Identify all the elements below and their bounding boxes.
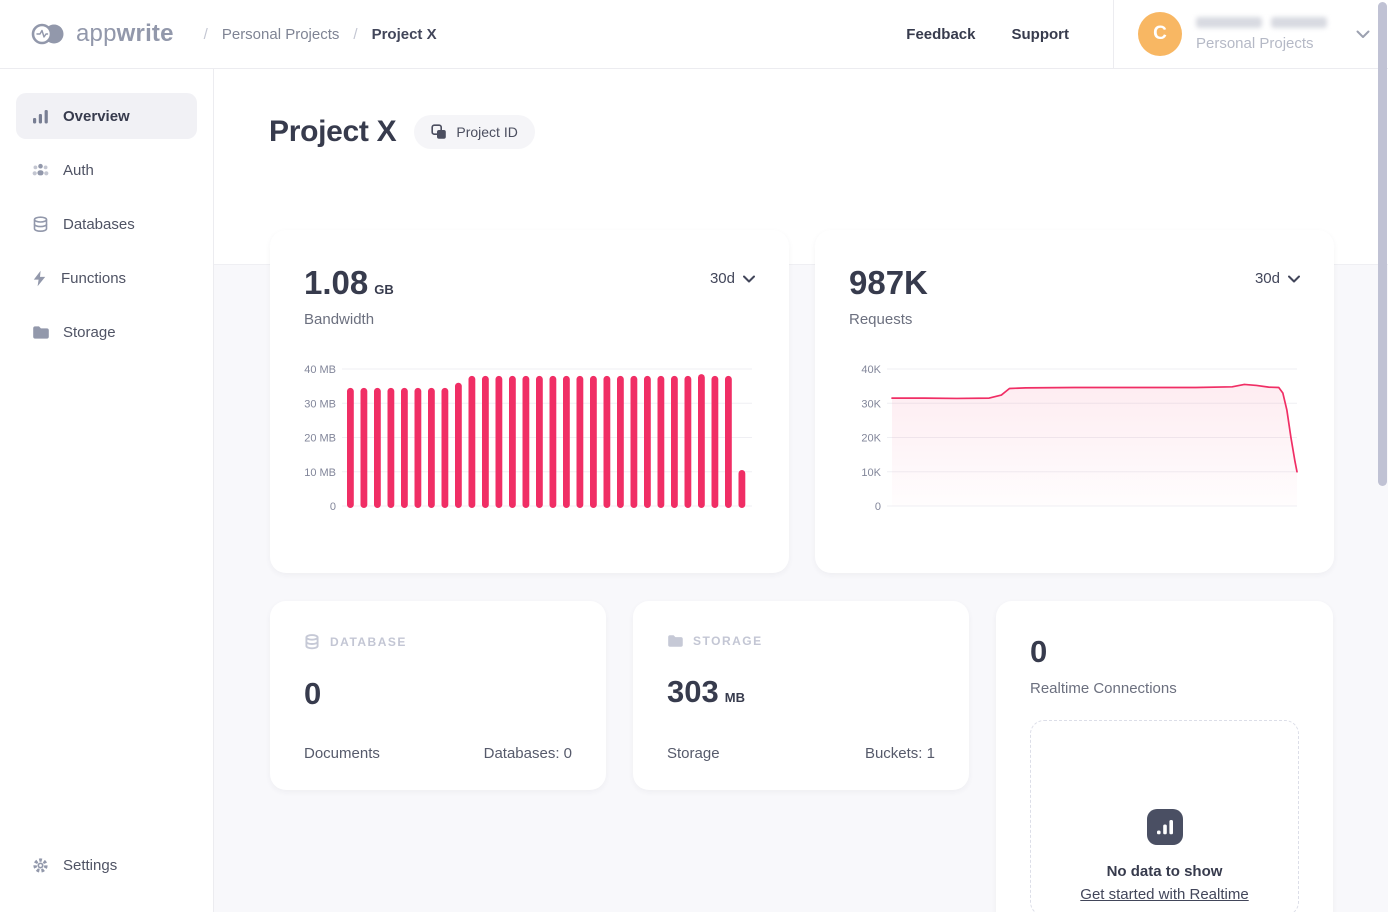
breadcrumb-project-x[interactable]: Project X: [371, 25, 437, 43]
feedback-link[interactable]: Feedback: [906, 25, 976, 43]
storage-card: STORAGE 303 MB Storage Buckets: 1: [633, 601, 969, 790]
chevron-down-icon: [743, 275, 755, 282]
realtime-connections-label: Realtime Connections: [1030, 680, 1177, 697]
svg-text:0: 0: [875, 501, 881, 513]
svg-text:20 MB: 20 MB: [304, 433, 336, 445]
svg-text:40 MB: 40 MB: [304, 364, 336, 376]
svg-text:40K: 40K: [861, 364, 881, 376]
bar-chart-icon: [33, 109, 48, 123]
bandwidth-card: 1.08 GB Bandwidth 30d 0 10 MB 20 MB 30 MB 40 …: [270, 230, 789, 573]
project-id-label: Project ID: [456, 124, 518, 140]
storage-size: 303 MB: [667, 674, 745, 709]
sidebar-item-label: Databases: [63, 215, 135, 233]
breadcrumb: / Personal Projects / Project X: [204, 26, 437, 43]
top-header: appwrite / Personal Projects / Project X…: [0, 0, 1388, 69]
documents-count: 0: [304, 676, 322, 711]
no-data-text: No data to show: [1106, 863, 1223, 880]
storage-label: Storage: [667, 745, 720, 762]
sidebar-item-label: Storage: [63, 323, 116, 341]
avatar: C: [1138, 12, 1182, 56]
sidebar-item-storage[interactable]: Storage: [16, 309, 197, 355]
get-started-realtime-link[interactable]: Get started with Realtime: [1080, 886, 1249, 903]
svg-text:10 MB: 10 MB: [304, 467, 336, 479]
bandwidth-range-select[interactable]: 30d: [710, 264, 755, 287]
appwrite-logo[interactable]: appwrite: [0, 20, 174, 48]
scrollbar-track[interactable]: [1376, 0, 1388, 912]
svg-text:20K: 20K: [861, 433, 881, 445]
requests-range-select[interactable]: 30d: [1255, 264, 1300, 287]
user-organization: Personal Projects: [1196, 34, 1314, 52]
bandwidth-bar-chart: 0 10 MB 20 MB 30 MB 40 MB: [304, 364, 752, 513]
breadcrumb-personal-projects[interactable]: Personal Projects: [221, 25, 340, 43]
svg-text:0: 0: [330, 501, 336, 513]
lightning-icon: [33, 270, 46, 286]
sidebar-item-label: Overview: [63, 107, 130, 125]
folder-icon: [33, 325, 49, 339]
requests-value: 987K: [849, 264, 928, 301]
bandwidth-label: Bandwidth: [304, 311, 375, 328]
database-icon: [305, 634, 319, 650]
header-nav: Feedback Support: [906, 26, 1069, 43]
project-id-button[interactable]: Project ID: [414, 115, 535, 149]
user-info: Personal Projects: [1196, 16, 1342, 52]
svg-text:10K: 10K: [861, 467, 881, 479]
databases-count: Databases: 0: [483, 745, 572, 762]
user-name-redacted: [1196, 16, 1342, 28]
realtime-empty-state: No data to show Get started with Realtim…: [1030, 720, 1299, 912]
chevron-down-icon: [1356, 30, 1370, 38]
main-content: Project X Project ID 1.08 GB Bandwidth: [214, 69, 1388, 912]
documents-label: Documents: [304, 745, 380, 762]
sidebar-item-label: Settings: [63, 856, 118, 874]
sidebar-item-functions[interactable]: Functions: [16, 255, 197, 301]
svg-text:30 MB: 30 MB: [304, 398, 336, 410]
appwrite-logo-text: appwrite: [76, 20, 174, 47]
realtime-card: 0 Realtime Connections No data to show G…: [996, 601, 1333, 912]
page-title: Project X: [269, 115, 397, 148]
database-icon: [33, 215, 48, 232]
requests-card: 987K Requests 30d: [815, 230, 1334, 573]
requests-line-chart: 0 10K 20K 30K 40K: [861, 364, 1298, 513]
scrollbar-thumb[interactable]: [1378, 2, 1387, 486]
sidebar-item-auth[interactable]: Auth: [16, 147, 197, 193]
storage-card-title: STORAGE: [693, 634, 763, 648]
sidebar-item-overview[interactable]: Overview: [16, 93, 197, 139]
folder-icon: [668, 635, 683, 647]
users-icon: [32, 163, 49, 176]
realtime-connections-count: 0: [1030, 634, 1048, 669]
buckets-count: Buckets: 1: [864, 745, 935, 762]
support-link[interactable]: Support: [1011, 25, 1070, 43]
breadcrumb-separator: /: [203, 25, 208, 43]
sidebar-item-settings[interactable]: Settings: [16, 842, 197, 888]
svg-text:30K: 30K: [861, 398, 881, 410]
bandwidth-value: 1.08 GB: [304, 264, 394, 301]
sidebar-item-label: Auth: [63, 161, 94, 179]
no-data-chart-icon: [1146, 809, 1183, 845]
appwrite-logo-icon: [31, 23, 64, 45]
database-card: DATABASE 0 Documents Databases: 0: [270, 601, 606, 790]
gear-icon: [33, 857, 48, 873]
breadcrumb-separator: /: [353, 25, 358, 43]
sidebar-item-label: Functions: [61, 269, 127, 287]
requests-label: Requests: [849, 311, 913, 328]
sidebar-item-databases[interactable]: Databases: [16, 201, 197, 247]
database-card-title: DATABASE: [330, 635, 407, 649]
user-menu[interactable]: C Personal Projects: [1113, 0, 1388, 69]
chevron-down-icon: [1288, 275, 1300, 282]
copy-icon: [431, 124, 447, 139]
sidebar: Overview Auth Databases Functions: [0, 69, 214, 912]
